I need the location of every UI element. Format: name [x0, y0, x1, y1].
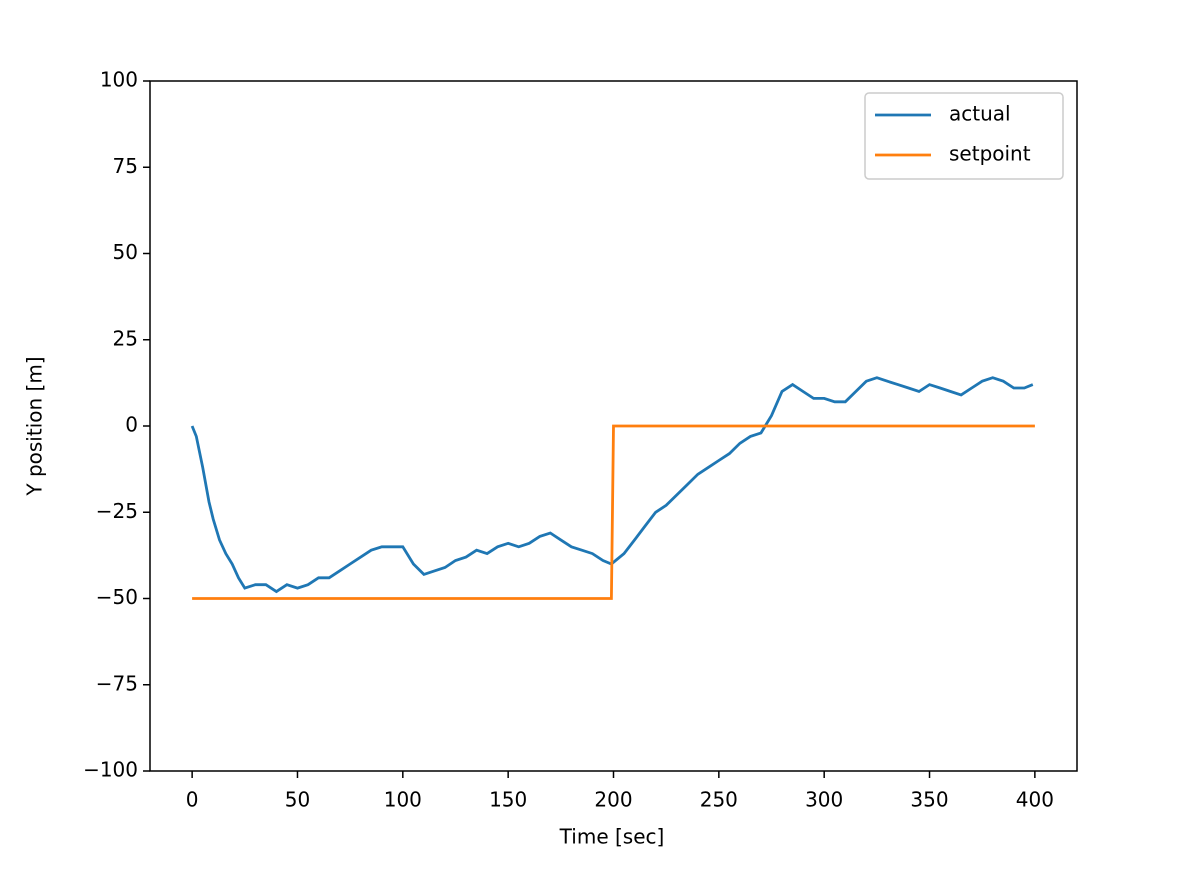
- y-axis-label: Y position [m]: [23, 356, 47, 496]
- y-tick-label: −25: [96, 499, 138, 523]
- x-axis-label: Time [sec]: [559, 825, 665, 849]
- x-tick-label: 150: [489, 788, 527, 812]
- x-tick-label: 200: [594, 788, 632, 812]
- y-tick-label: −75: [96, 671, 138, 695]
- y-tick-label: −100: [83, 758, 138, 782]
- plot-frame: [149, 80, 1078, 772]
- x-tick-label: 350: [910, 788, 948, 812]
- line-series: [192, 424, 1035, 600]
- line-series: [190, 376, 1034, 594]
- x-tick-label: 250: [700, 788, 738, 812]
- x-tick-label: 100: [384, 788, 422, 812]
- legend-label: setpoint: [949, 142, 1031, 166]
- x-tick-label: 50: [285, 788, 310, 812]
- y-tick-label: 50: [113, 240, 138, 264]
- x-tick-label: 400: [1016, 788, 1054, 812]
- y-tick-label: 25: [113, 326, 138, 350]
- y-tick-label: 100: [100, 68, 138, 92]
- legend-label: actual: [949, 102, 1011, 126]
- y-tick-label: 75: [113, 154, 138, 178]
- x-tick-label: 300: [805, 788, 843, 812]
- y-tick-label: −50: [96, 585, 138, 609]
- x-tick-label: 0: [186, 788, 199, 812]
- y-tick-label: 0: [125, 413, 138, 437]
